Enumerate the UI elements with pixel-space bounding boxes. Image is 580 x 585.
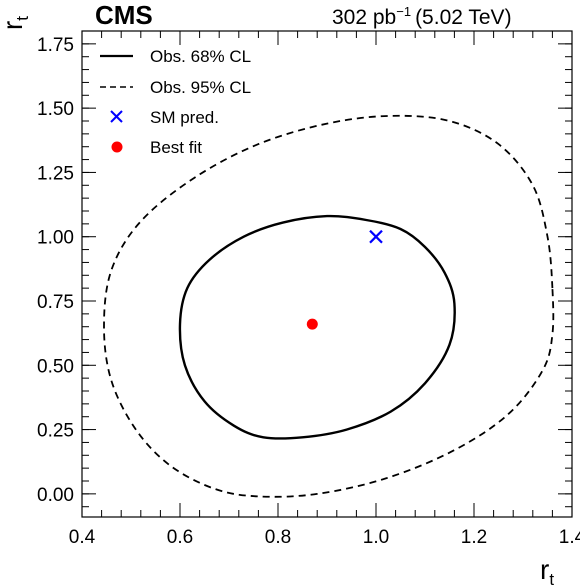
contour-95cl <box>103 114 555 498</box>
x-axis-title: rt <box>540 554 554 585</box>
x-tick-label: 0.8 <box>265 527 291 548</box>
y-tick-label: 1.00 <box>37 228 74 249</box>
legend-label-sm: SM pred. <box>150 108 219 127</box>
x-tick-label: 1.4 <box>559 527 580 548</box>
sm-cross-stroke <box>369 229 383 244</box>
contour-68cl <box>178 214 456 440</box>
contour-curves <box>103 114 555 498</box>
y-tick-label: 0.50 <box>37 356 74 377</box>
legend-label-95: Obs. 95% CL <box>150 78 251 97</box>
best-fit-marker <box>306 318 318 330</box>
axis-ticks: 0.4 0.6 0.8 1.0 1.2 1.4 0.00 0.25 0.50 0.75 1.00 1.… <box>37 31 580 548</box>
legend: Obs. 68% CL Obs. 95% CL SM pred. Best fi… <box>100 47 251 157</box>
luminosity-label: 302 pb−1 (5.02 TeV) <box>332 4 512 29</box>
legend-label-bestfit: Best fit <box>150 138 202 157</box>
x-tick-label: 1.2 <box>461 527 487 548</box>
experiment-label: CMS <box>95 0 153 30</box>
y-tick-label: 0.00 <box>37 485 74 506</box>
legend-cross-icon <box>110 110 123 123</box>
y-tick-label: 1.25 <box>37 163 74 184</box>
y-tick-label: 1.75 <box>37 35 74 56</box>
x-tick-label: 0.6 <box>167 527 193 548</box>
y-tick-label: 0.75 <box>37 292 74 313</box>
plot-frame <box>81 30 573 518</box>
legend-label-68: Obs. 68% CL <box>150 47 251 66</box>
y-tick-label: 1.50 <box>37 99 74 120</box>
x-tick-label: 1.0 <box>363 527 389 548</box>
point-markers <box>306 229 383 330</box>
y-axis-title: rt <box>0 16 32 30</box>
x-tick-label: 0.4 <box>69 527 96 548</box>
y-tick-label: 0.25 <box>37 421 74 442</box>
sm-prediction-marker <box>369 229 383 244</box>
legend-dot-icon <box>111 141 123 153</box>
y-axis-title-group: rt <box>0 16 32 30</box>
